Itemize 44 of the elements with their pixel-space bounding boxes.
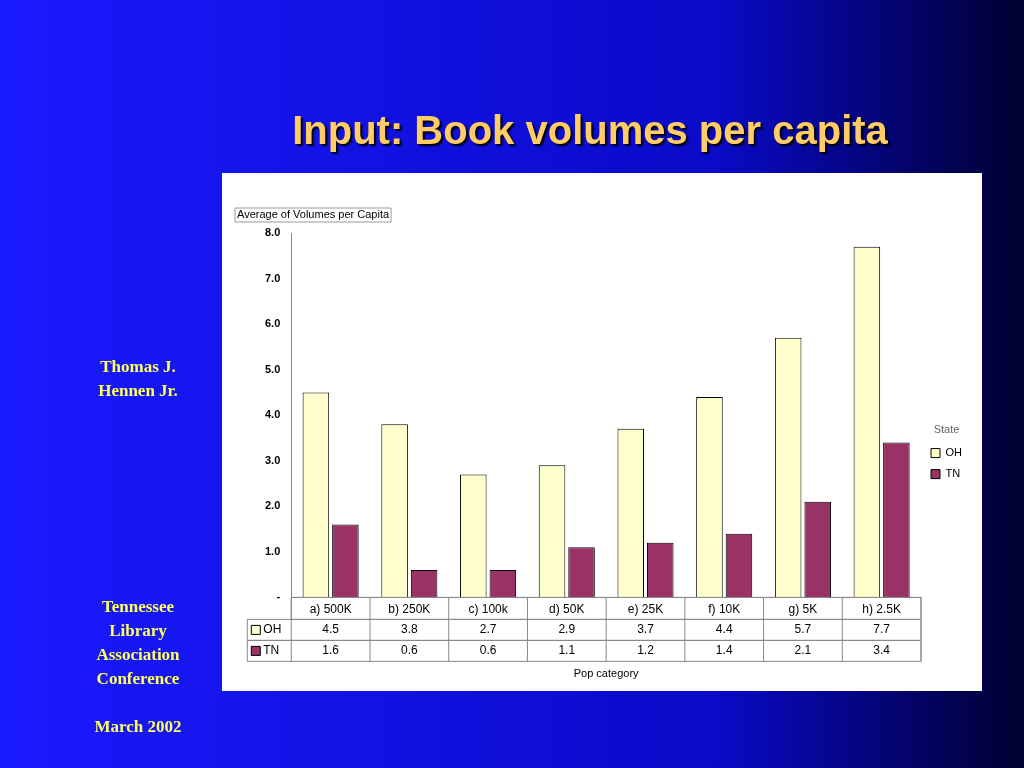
- y-tick-label: 5.0: [264, 362, 281, 375]
- y-tick-label: 6.0: [264, 317, 281, 330]
- data-label: 4.5: [322, 622, 340, 637]
- legend-title: State: [933, 422, 960, 435]
- data-label: 5.7: [794, 622, 812, 637]
- text: March 2002: [93, 716, 183, 738]
- x-tick-label: c) 100k: [468, 601, 509, 616]
- data-label: 2.1: [794, 643, 812, 658]
- data-label: 4.4: [715, 622, 733, 637]
- data-label: 3.8: [401, 622, 419, 637]
- legend-label: TN: [945, 467, 961, 480]
- text: OH: [945, 446, 962, 459]
- y-tick-label: 8.0: [264, 226, 281, 239]
- y-tick-label: -: [276, 590, 281, 603]
- x-tick-label: g) 5K: [788, 601, 818, 616]
- chart-title: Input: Book volumes per capita: [291, 108, 889, 153]
- data-label: 0.6: [479, 643, 497, 658]
- text: Thomas J. Hennen Jr.: [97, 356, 179, 402]
- data-label: 2.7: [479, 622, 497, 637]
- y-tick-label: 2.0: [264, 499, 281, 512]
- data-label: 1.1: [558, 643, 576, 658]
- data-label: 1.4: [715, 643, 733, 658]
- x-tick-label: h) 2.5K: [862, 601, 901, 616]
- data-label: 0.6: [401, 643, 419, 658]
- x-tick-label: b) 250K: [388, 601, 431, 616]
- y-tick-label: 7.0: [264, 271, 281, 284]
- y-tick-label: 1.0: [264, 544, 281, 557]
- data-label: 1.6: [322, 643, 340, 658]
- data-label: 2.9: [558, 622, 576, 637]
- data-label: 1.2: [637, 643, 655, 658]
- data-label: 3.4: [873, 643, 891, 658]
- x-tick-label: d) 50K: [549, 601, 585, 616]
- x-tick-label: a) 500K: [309, 601, 352, 616]
- legend-label: OH: [263, 622, 282, 637]
- text: TN: [263, 643, 280, 658]
- text: Tennessee Library Association Conference: [95, 596, 181, 690]
- x-tick-label: f) 10K: [708, 601, 741, 616]
- data-label: 7.7: [873, 622, 891, 637]
- data-label: 3.7: [637, 622, 655, 637]
- y-axis-title: Average of Volumes per Capita: [237, 208, 390, 221]
- y-tick-label: 4.0: [264, 408, 281, 421]
- x-tick-label: e) 25K: [627, 601, 664, 616]
- y-tick-label: 3.0: [264, 453, 281, 466]
- x-axis-title: Pop category: [573, 667, 640, 680]
